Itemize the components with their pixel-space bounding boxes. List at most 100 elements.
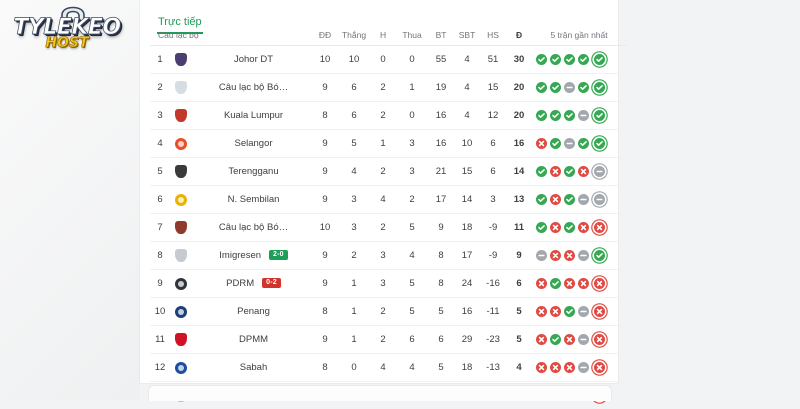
- result-win-icon[interactable]: [536, 222, 547, 233]
- result-win-icon[interactable]: [536, 166, 547, 177]
- cell-points: 20: [506, 102, 532, 130]
- result-loss-icon[interactable]: [550, 306, 561, 317]
- result-loss-icon[interactable]: [536, 334, 547, 345]
- cell-draw: 3: [370, 242, 396, 270]
- result-draw-icon[interactable]: [594, 166, 605, 177]
- result-loss-icon[interactable]: [536, 278, 547, 289]
- result-win-icon[interactable]: [564, 110, 575, 121]
- team-name[interactable]: Câu lạc bộ Bó…: [190, 74, 312, 102]
- result-loss-icon[interactable]: [594, 306, 605, 317]
- result-draw-icon[interactable]: [578, 306, 589, 317]
- result-loss-icon[interactable]: [536, 362, 547, 373]
- result-win-icon[interactable]: [594, 82, 605, 93]
- result-win-icon[interactable]: [578, 82, 589, 93]
- result-loss-icon[interactable]: [564, 250, 575, 261]
- result-win-icon[interactable]: [550, 54, 561, 65]
- result-draw-icon[interactable]: [578, 334, 589, 345]
- team-name[interactable]: Câu lạc bộ Bó…: [190, 214, 312, 242]
- result-win-icon[interactable]: [578, 54, 589, 65]
- result-draw-icon[interactable]: [578, 194, 589, 205]
- cell-goal-diff: -9: [480, 242, 506, 270]
- team-name[interactable]: Terengganu: [190, 158, 312, 186]
- result-win-icon[interactable]: [536, 54, 547, 65]
- cell-goals-for: 5: [428, 354, 454, 382]
- result-win-icon[interactable]: [536, 194, 547, 205]
- result-win-icon[interactable]: [564, 166, 575, 177]
- site-logo[interactable]: TYLEKEO HOST: [8, 6, 126, 62]
- form-dots: [532, 222, 626, 233]
- result-loss-icon[interactable]: [594, 362, 605, 373]
- cell-goals-for: 8: [428, 242, 454, 270]
- result-loss-icon[interactable]: [564, 362, 575, 373]
- result-draw-icon[interactable]: [578, 110, 589, 121]
- result-win-icon[interactable]: [550, 334, 561, 345]
- team-name[interactable]: Selangor: [190, 130, 312, 158]
- result-loss-icon[interactable]: [550, 166, 561, 177]
- team-crest-icon: [175, 362, 187, 374]
- result-loss-icon[interactable]: [550, 250, 561, 261]
- result-win-icon[interactable]: [564, 306, 575, 317]
- result-loss-icon[interactable]: [564, 278, 575, 289]
- result-loss-icon[interactable]: [578, 278, 589, 289]
- result-loss-icon[interactable]: [550, 362, 561, 373]
- result-loss-icon[interactable]: [536, 306, 547, 317]
- form-dots: [532, 334, 626, 345]
- result-win-icon[interactable]: [594, 110, 605, 121]
- result-loss-icon[interactable]: [578, 166, 589, 177]
- result-draw-icon[interactable]: [564, 82, 575, 93]
- result-win-icon[interactable]: [550, 110, 561, 121]
- standings-card: Trực tiếp Câu lạc bộ ĐĐ Thắng H Thua BT …: [140, 0, 618, 383]
- result-loss-icon[interactable]: [550, 194, 561, 205]
- result-win-icon[interactable]: [578, 138, 589, 149]
- result-win-icon[interactable]: [594, 138, 605, 149]
- result-win-icon[interactable]: [550, 82, 561, 93]
- team-name[interactable]: Sabah: [190, 354, 312, 382]
- result-loss-icon[interactable]: [550, 222, 561, 233]
- result-loss-icon[interactable]: [594, 278, 605, 289]
- result-win-icon[interactable]: [550, 138, 561, 149]
- result-win-icon[interactable]: [564, 222, 575, 233]
- result-win-icon[interactable]: [550, 278, 561, 289]
- result-draw-icon[interactable]: [578, 250, 589, 261]
- result-win-icon[interactable]: [594, 250, 605, 261]
- cell-played: 8: [312, 354, 338, 382]
- result-loss-icon[interactable]: [594, 222, 605, 233]
- team-name[interactable]: DPMM: [190, 326, 312, 354]
- result-draw-icon[interactable]: [594, 194, 605, 205]
- result-win-icon[interactable]: [536, 110, 547, 121]
- result-loss-icon[interactable]: [594, 334, 605, 345]
- team-name[interactable]: Penang: [190, 298, 312, 326]
- result-win-icon[interactable]: [564, 194, 575, 205]
- result-win-icon[interactable]: [536, 82, 547, 93]
- cell-lose: 3: [396, 130, 428, 158]
- team-name[interactable]: Johor DT: [190, 46, 312, 74]
- cell-goal-diff: 3: [480, 186, 506, 214]
- result-loss-icon[interactable]: [536, 138, 547, 149]
- result-draw-icon[interactable]: [578, 362, 589, 373]
- result-win-icon[interactable]: [594, 54, 605, 65]
- result-loss-icon[interactable]: [564, 334, 575, 345]
- result-draw-icon[interactable]: [536, 250, 547, 261]
- cell-goals-for: 6: [428, 326, 454, 354]
- team-name[interactable]: Kuala Lumpur: [190, 102, 312, 130]
- team-name[interactable]: N. Sembilan: [190, 186, 312, 214]
- result-draw-icon[interactable]: [564, 138, 575, 149]
- result-loss-icon[interactable]: [578, 222, 589, 233]
- result-win-icon[interactable]: [564, 54, 575, 65]
- form-dots: [532, 82, 626, 93]
- cell-lose: 3: [396, 158, 428, 186]
